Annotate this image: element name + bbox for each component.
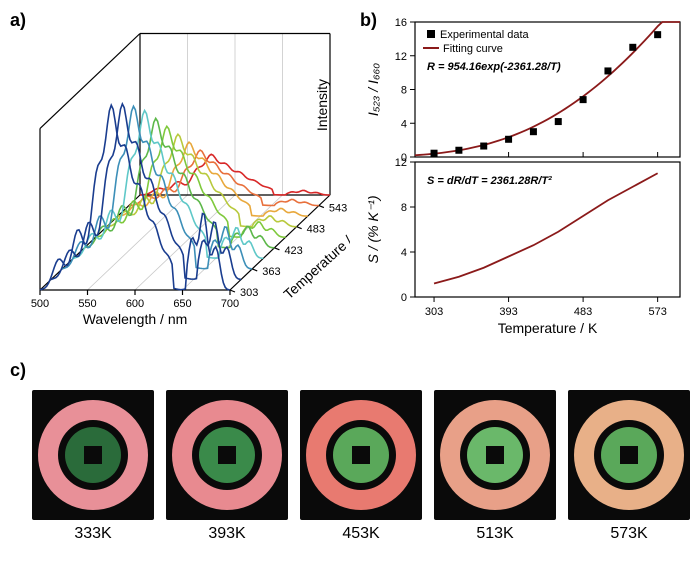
data-point <box>505 136 512 143</box>
coin-square-hole <box>352 446 370 464</box>
data-point <box>555 118 562 125</box>
panel-a-svg: 500 550 600 650 700303 363 423 483 543 Wavelength… <box>10 10 350 340</box>
svg-text:483: 483 <box>307 224 325 236</box>
svg-text:393: 393 <box>499 306 517 318</box>
svg-text:550: 550 <box>78 298 96 310</box>
data-point <box>580 96 587 103</box>
svg-text:R = 954.16exp(-2361.28/T): R = 954.16exp(-2361.28/T) <box>427 61 561 73</box>
svg-text:4: 4 <box>401 118 407 130</box>
data-point <box>604 67 611 74</box>
svg-text:600: 600 <box>126 298 144 310</box>
svg-text:12: 12 <box>395 51 407 63</box>
spectrum-line <box>62 106 252 269</box>
fitting-curve <box>415 22 680 155</box>
data-point <box>629 44 636 51</box>
coin-photo <box>32 390 154 520</box>
svg-text:303: 303 <box>240 287 258 299</box>
coin-square-hole <box>84 446 102 464</box>
coin-temp-label: 573K <box>568 525 690 543</box>
spectrum-line <box>118 142 308 216</box>
svg-text:483: 483 <box>574 306 592 318</box>
svg-text:Experimental data: Experimental data <box>440 29 530 41</box>
panel-b-svg: 0 4 8 12 16 Experimental data Fitting curve R =… <box>360 10 690 340</box>
svg-text:543: 543 <box>329 203 347 215</box>
svg-text:0: 0 <box>401 292 407 304</box>
svg-text:700: 700 <box>221 298 239 310</box>
svg-text:363: 363 <box>262 266 280 278</box>
panel-a-3d-spectra: a) 500 550 600 650 700303 363 423 483 543 Wavelen… <box>10 10 350 340</box>
svg-text:S = dR/dT = 2361.28R/T²: S = dR/dT = 2361.28R/T² <box>427 175 552 187</box>
panel-b-plots: b) 0 4 8 12 16 Experimental data Fitting curve… <box>360 10 690 340</box>
coin-temp-label: 333K <box>32 525 154 543</box>
coin-square-hole <box>620 446 638 464</box>
coin-photo <box>166 390 288 520</box>
coin-square-hole <box>218 446 236 464</box>
coin-temp-label: 393K <box>166 525 288 543</box>
sensitivity-curve <box>434 173 658 283</box>
svg-text:303: 303 <box>425 306 443 318</box>
panel-b-label: b) <box>360 10 377 31</box>
data-point <box>480 143 487 150</box>
svg-text:573: 573 <box>648 306 666 318</box>
svg-text:423: 423 <box>284 245 302 257</box>
coin-temp-label: 453K <box>300 525 422 543</box>
coin-photo <box>434 390 556 520</box>
panel-a-label: a) <box>10 10 26 31</box>
spectrum-line <box>107 134 297 226</box>
svg-text:500: 500 <box>31 298 49 310</box>
svg-text:8: 8 <box>401 85 407 97</box>
data-point <box>530 128 537 135</box>
svg-text:16: 16 <box>395 17 407 29</box>
svg-text:12: 12 <box>395 157 407 169</box>
svg-text:4: 4 <box>401 247 407 259</box>
svg-text:Temperature / K: Temperature / K <box>498 320 598 336</box>
data-point <box>654 31 661 38</box>
svg-text:Wavelength / nm: Wavelength / nm <box>83 311 188 327</box>
coin-square-hole <box>486 446 504 464</box>
svg-text:I₅₂₃ / I₆₆₀: I₅₂₃ / I₆₆₀ <box>365 63 381 116</box>
panel-c-photos: c) 333K 393K 453K 513K 573K <box>10 360 690 570</box>
svg-text:Intensity: Intensity <box>314 79 330 131</box>
data-point <box>455 147 462 154</box>
svg-text:650: 650 <box>173 298 191 310</box>
coin-photo <box>568 390 690 520</box>
svg-text:Fitting curve: Fitting curve <box>443 43 503 55</box>
svg-text:S / (% K⁻¹): S / (% K⁻¹) <box>365 195 381 263</box>
panel-c-label: c) <box>10 360 26 381</box>
svg-text:8: 8 <box>401 202 407 214</box>
coin-temp-label: 513K <box>434 525 556 543</box>
coin-photo <box>300 390 422 520</box>
